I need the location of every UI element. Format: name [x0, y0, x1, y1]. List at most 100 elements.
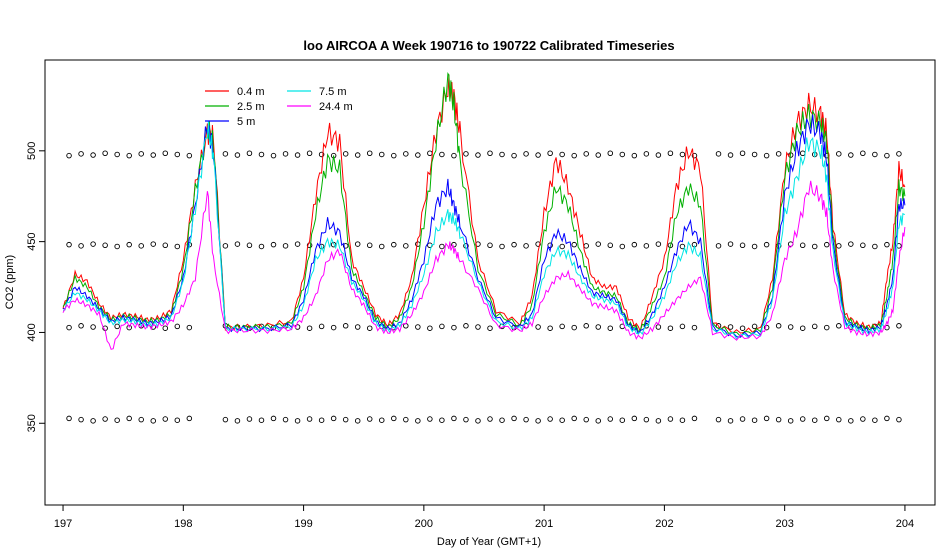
calibration-point: [824, 415, 830, 422]
calibration-point: [366, 325, 373, 331]
calibration-point: [270, 241, 277, 248]
calibration-point: [836, 151, 842, 157]
calibration-point: [848, 152, 854, 158]
calibration-point: [391, 152, 397, 159]
calibration-point: [547, 325, 553, 331]
calibration-point: [270, 152, 277, 159]
legend-label: 0.4 m: [237, 86, 265, 98]
calibration-point: [306, 416, 313, 422]
calibration-point: [631, 152, 638, 159]
calibration-point: [799, 150, 806, 156]
calibration-point: [162, 416, 169, 422]
calibration-point: [691, 152, 698, 159]
calibration-point: [246, 416, 253, 422]
chart-title: loo AIRCOA A Week 190716 to 190722 Calib…: [303, 38, 674, 53]
calibration-point: [535, 324, 541, 330]
calibration-point: [499, 151, 505, 158]
calibration-point: [78, 416, 84, 423]
calibration-point: [150, 418, 156, 424]
calibration-point: [174, 243, 181, 250]
calibration-point: [559, 151, 565, 158]
calibration-point: [860, 150, 866, 156]
calibration-point: [138, 151, 144, 157]
calibration-point: [294, 418, 301, 424]
calibration-point: [439, 323, 445, 330]
calibration-point: [559, 323, 565, 330]
calibration-point: [186, 152, 193, 159]
calibration-point: [667, 150, 674, 156]
calibration-point: [234, 241, 241, 247]
calibration-point: [342, 323, 349, 329]
calibration-point: [559, 243, 565, 250]
series-line-24-4-m: [62, 180, 906, 350]
calibration-point: [318, 417, 325, 423]
calibration-point: [848, 418, 854, 424]
calibration-point: [427, 416, 433, 422]
calibration-point: [186, 324, 193, 331]
calibration-point: [463, 416, 469, 423]
calibration-point: [787, 324, 794, 330]
calibration-point: [475, 152, 481, 158]
calibration-point: [559, 417, 565, 423]
calibration-point: [451, 152, 457, 159]
calibration-point: [799, 325, 806, 331]
calibration-point: [667, 325, 674, 331]
calibration-point: [595, 241, 601, 247]
calibration-point: [78, 243, 84, 249]
calibration-point: [836, 416, 842, 423]
calibration-point: [258, 417, 265, 423]
calibration-point: [487, 242, 493, 249]
calibration-point: [102, 242, 108, 249]
y-tick-label: 400: [26, 323, 38, 341]
calibration-point: [896, 323, 902, 329]
calibration-point: [607, 416, 614, 422]
calibration-point: [354, 241, 361, 247]
calibration-point: [535, 418, 541, 424]
calibration-point: [511, 415, 517, 422]
calibration-point: [691, 415, 698, 422]
calibration-point: [306, 242, 313, 249]
calibration-point: [391, 241, 397, 248]
calibration-point: [90, 152, 96, 158]
calibration-point: [775, 151, 782, 157]
calibration-point: [679, 151, 686, 158]
legend-label: 24.4 m: [319, 101, 353, 113]
calibration-point: [595, 418, 601, 424]
calibration-point: [872, 243, 878, 250]
calibration-point: [595, 152, 601, 158]
calibration-point: [499, 243, 505, 250]
calibration-point: [282, 243, 289, 249]
calibration-point: [499, 417, 505, 423]
calibration-point: [595, 324, 601, 330]
calibration-point: [463, 151, 469, 157]
calibration-point: [824, 241, 830, 248]
calibration-point: [739, 150, 746, 156]
x-tick-label: 198: [174, 518, 192, 530]
x-tick-label: 197: [54, 518, 72, 530]
calibration-point: [860, 242, 866, 249]
calibration-point: [763, 324, 770, 331]
series-lines: [62, 72, 906, 350]
calibration-point: [66, 324, 72, 331]
calibration-point: [715, 243, 722, 249]
calibration-point: [607, 150, 614, 156]
calibration-point: [571, 415, 577, 422]
calibration-point: [715, 416, 722, 423]
calibration-point: [342, 416, 349, 423]
calibration-point: [114, 323, 120, 330]
calibration-point: [571, 241, 577, 248]
calibration-point: [655, 418, 662, 424]
calibration-point: [583, 416, 589, 423]
calibration-point: [354, 152, 361, 158]
calibration-point: [354, 418, 361, 424]
calibration-point: [114, 243, 120, 250]
calibration-point: [306, 325, 313, 331]
legend-label: 7.5 m: [319, 86, 347, 98]
calibration-point: [751, 243, 758, 250]
calibration-point: [715, 151, 722, 157]
calibration-point: [643, 416, 650, 423]
series-line-2-5-m: [62, 72, 906, 338]
calibration-point: [174, 417, 181, 423]
calibration-point: [475, 324, 481, 330]
calibration-point: [667, 416, 674, 422]
